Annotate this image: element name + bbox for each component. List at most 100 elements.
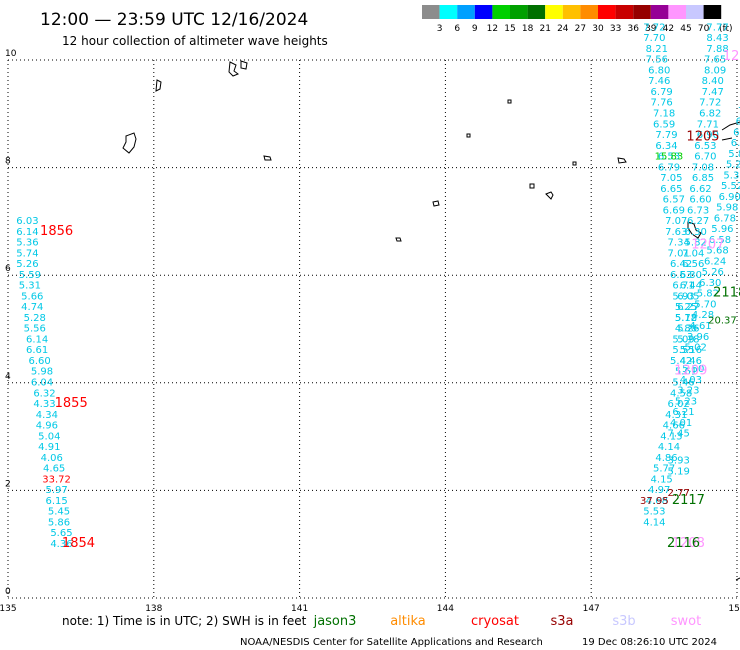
wave-height-label: 3.93: [668, 456, 690, 467]
wave-height-label: 6.73: [687, 205, 709, 216]
wave-height-label: 6.44: [680, 281, 702, 292]
coastline-shape: [721, 121, 740, 141]
wave-height-label: 7.77: [706, 22, 728, 33]
colorbar-swatch: [457, 5, 475, 19]
wave-height-label: 4.06: [41, 453, 63, 464]
wave-height-label: 6.33: [733, 127, 740, 138]
island-shape: [263, 155, 272, 161]
wave-height-label: 7.56: [646, 55, 668, 66]
wave-height-label: 6.30: [680, 270, 702, 281]
wave-height-label: 4.01: [670, 418, 692, 429]
wave-height-label: 5.46: [672, 377, 694, 388]
pass-time-labels: 1856185518541211120512071209120812042118…: [40, 49, 740, 551]
wave-height-label: 5.25: [675, 302, 697, 313]
grid-lines: [7, 59, 738, 599]
wave-height-label: 6.15: [45, 496, 67, 507]
data-labels: 6.036.145.365.745.265.595.315.664.745.28…: [16, 22, 740, 549]
wave-height-label: 5.84: [728, 149, 740, 160]
wave-height-label: 5.59: [19, 270, 41, 281]
y-tick-label: 8: [5, 157, 11, 167]
colorbar-tick-label: 33: [610, 24, 621, 34]
wave-height-label: 3.23: [677, 386, 699, 397]
wave-height-label: 6.21: [672, 407, 694, 418]
wave-height-label: 6.56: [682, 259, 704, 270]
x-tick-label: 135: [0, 604, 17, 614]
colorbar-tick-label: 70: [698, 24, 710, 34]
wave-height-label: 8.09: [704, 65, 726, 76]
pass-time-label: 2118: [713, 286, 740, 301]
wave-height-label: 5.97: [45, 485, 67, 496]
wave-height-label: 5.26: [677, 324, 699, 335]
wave-height-label: 2.77: [668, 488, 690, 499]
wave-height-label: 7.01: [668, 248, 690, 259]
wave-height-label: 7.72: [643, 22, 665, 33]
wave-height-label: 33.72: [42, 474, 71, 485]
colorbar-swatch: [633, 5, 651, 19]
wave-height-label: 5.65: [50, 528, 72, 539]
wave-height-label: 4.61: [689, 321, 711, 332]
wave-height-label: 6.73: [736, 117, 740, 128]
colorbar-swatch: [668, 5, 686, 19]
x-tick-label: 138: [145, 604, 162, 614]
plot-frame: [8, 60, 732, 600]
wave-height-label: 5.36: [16, 238, 38, 249]
satellite-legend-item: swot: [671, 614, 701, 629]
colorbar-tick-label: 24: [557, 24, 569, 34]
pass-time-label: 2117: [672, 493, 705, 508]
wave-height-label: 5.02: [685, 343, 707, 354]
wave-height-label: 5.86: [48, 517, 70, 528]
wave-height-label: 6.30: [699, 278, 721, 289]
wave-height-label: 7.46: [648, 76, 670, 87]
wave-height-label: 4.80: [675, 324, 697, 335]
wave-height-label: 5.96: [711, 224, 733, 235]
footer-timestamp: 19 Dec 08:26:10 UTC 2024: [582, 637, 717, 648]
wave-height-label: 7.45: [668, 429, 690, 440]
wave-height-label: 6.53: [658, 152, 680, 163]
colorbar-swatch: [422, 5, 440, 19]
colorbar-swatch: [527, 5, 546, 19]
wave-height-label: 5.45: [48, 507, 70, 518]
wave-height-label: 6.57: [663, 195, 685, 206]
pass-time-label: 1208: [672, 536, 705, 551]
colorbar-tick-label: 18: [522, 24, 534, 34]
wave-height-label: 6.24: [704, 256, 726, 267]
island-shape: [228, 60, 248, 77]
wave-height-label: 6.59: [653, 119, 675, 130]
satellite-legend-item: altika: [390, 614, 426, 629]
wave-height-label: 8.43: [706, 33, 728, 44]
wave-height-label: 7.05: [660, 173, 682, 184]
wave-height-label: 4.34: [36, 410, 58, 421]
wave-height-label: 4.86: [655, 453, 677, 464]
wave-height-label: 6.07: [731, 138, 740, 149]
wave-height-label: 4.03: [680, 375, 702, 386]
y-tick-label: 2: [5, 479, 11, 489]
wave-height-label: 5.23: [675, 396, 697, 407]
colorbar-swatch: [439, 5, 458, 19]
colorbar-tick-label: 21: [539, 24, 550, 34]
wave-height-label: 7.76: [651, 98, 673, 109]
pass-time-label: 1205: [686, 130, 719, 145]
wave-height-label: 4.96: [36, 421, 58, 432]
colorbar-tick-label: 30: [592, 24, 604, 34]
wave-height-label: 5.93: [672, 291, 694, 302]
wave-height-label: 4.13: [660, 431, 682, 442]
colorbar-tick-label: 3: [437, 24, 443, 34]
wave-height-label: 6.62: [689, 184, 711, 195]
colorbar-tick-label: 36: [627, 24, 639, 34]
wave-height-label: 4.33: [33, 399, 55, 410]
chart-subtitle: 12 hour collection of altimeter wave hei…: [62, 34, 328, 48]
chart-title: 12:00 — 23:59 UTC 12/16/2024: [40, 10, 308, 30]
wave-height-label: 6.90: [697, 130, 719, 141]
wave-height-label: 5.55: [672, 345, 694, 356]
wave-height-label: 7.88: [706, 44, 728, 55]
colorbar-swatch: [562, 5, 581, 19]
axis-ticks: 135 138 141 144 147 150 0 2 4 6 8 10: [0, 49, 740, 614]
colorbar-tick-label: 9: [472, 24, 478, 34]
colorbar-tick-label: 6: [454, 24, 460, 34]
colorbar-swatch: [580, 5, 598, 19]
wave-height-label: 7.04: [682, 248, 704, 259]
colorbar-swatch: [510, 5, 528, 19]
wave-height-label: 6.79: [658, 162, 680, 173]
wave-height-label: 7.08: [692, 162, 714, 173]
